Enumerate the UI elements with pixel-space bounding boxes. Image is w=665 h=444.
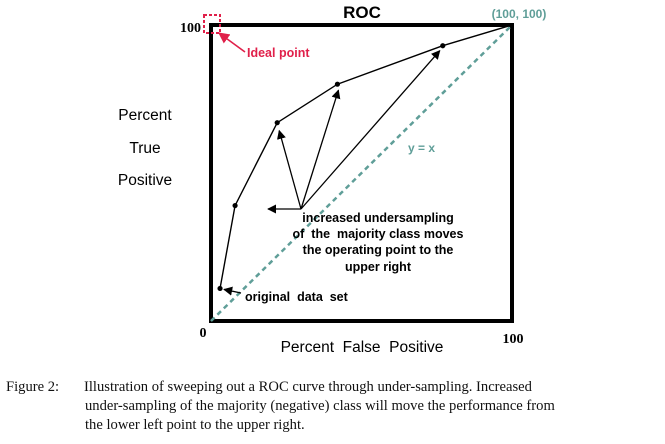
undersampling-arrows (223, 50, 441, 296)
caption-line1: Illustration of sweeping out a ROC curve… (84, 379, 532, 395)
roc-series (217, 24, 513, 292)
chart-title: ROC (343, 3, 381, 22)
undersampling-text-line1: increased undersampling (302, 211, 453, 225)
arrow-to-original-point (223, 286, 242, 296)
roc-curve-line (219, 24, 513, 289)
roc-point (440, 43, 446, 49)
ideal-point-arrow (218, 32, 246, 53)
ideal-point-label: Ideal point (247, 46, 310, 60)
diagonal-line (210, 24, 513, 322)
roc-point (217, 285, 223, 292)
figure-caption: Figure 2: Illustration of sweeping out a … (6, 378, 662, 435)
origin-tick-label: 0 (200, 326, 207, 341)
y-max-tick-label: 100 (180, 21, 201, 36)
undersampling-text-line4: upper right (345, 260, 412, 274)
y-axis-label-line2: True (129, 140, 160, 157)
caption-lead: Figure 2: (6, 379, 60, 395)
y-axis-label-line3: Positive (118, 172, 172, 189)
arrow-to-point-5 (300, 50, 441, 210)
roc-point (232, 202, 238, 209)
roc-point (334, 81, 341, 87)
plot-frame (209, 23, 514, 323)
caption-line3: the lower left point to the upper right. (85, 417, 305, 433)
undersampling-text-line3: the operating point to the (303, 243, 454, 257)
diagonal-end-label: (100, 100) (492, 7, 547, 21)
roc-chart: ROC y = x (100, 100) Ideal point 100 0 1… (118, 3, 547, 356)
x-max-tick-label: 100 (503, 332, 524, 347)
ideal-point-marker (203, 14, 221, 34)
caption-line2: under-sampling of the majority (negative… (85, 398, 555, 414)
arrow-to-point-4 (300, 89, 341, 210)
x-axis-label: Percent False Positive (281, 339, 444, 356)
y-axis-label-line1: Percent (118, 107, 172, 124)
diagonal-label: y = x (408, 141, 435, 155)
arrow-to-point-3 (277, 129, 302, 210)
original-data-label: original data set (245, 290, 349, 304)
undersampling-text-line2: of the majority class moves (293, 227, 464, 241)
roc-point (274, 120, 280, 126)
